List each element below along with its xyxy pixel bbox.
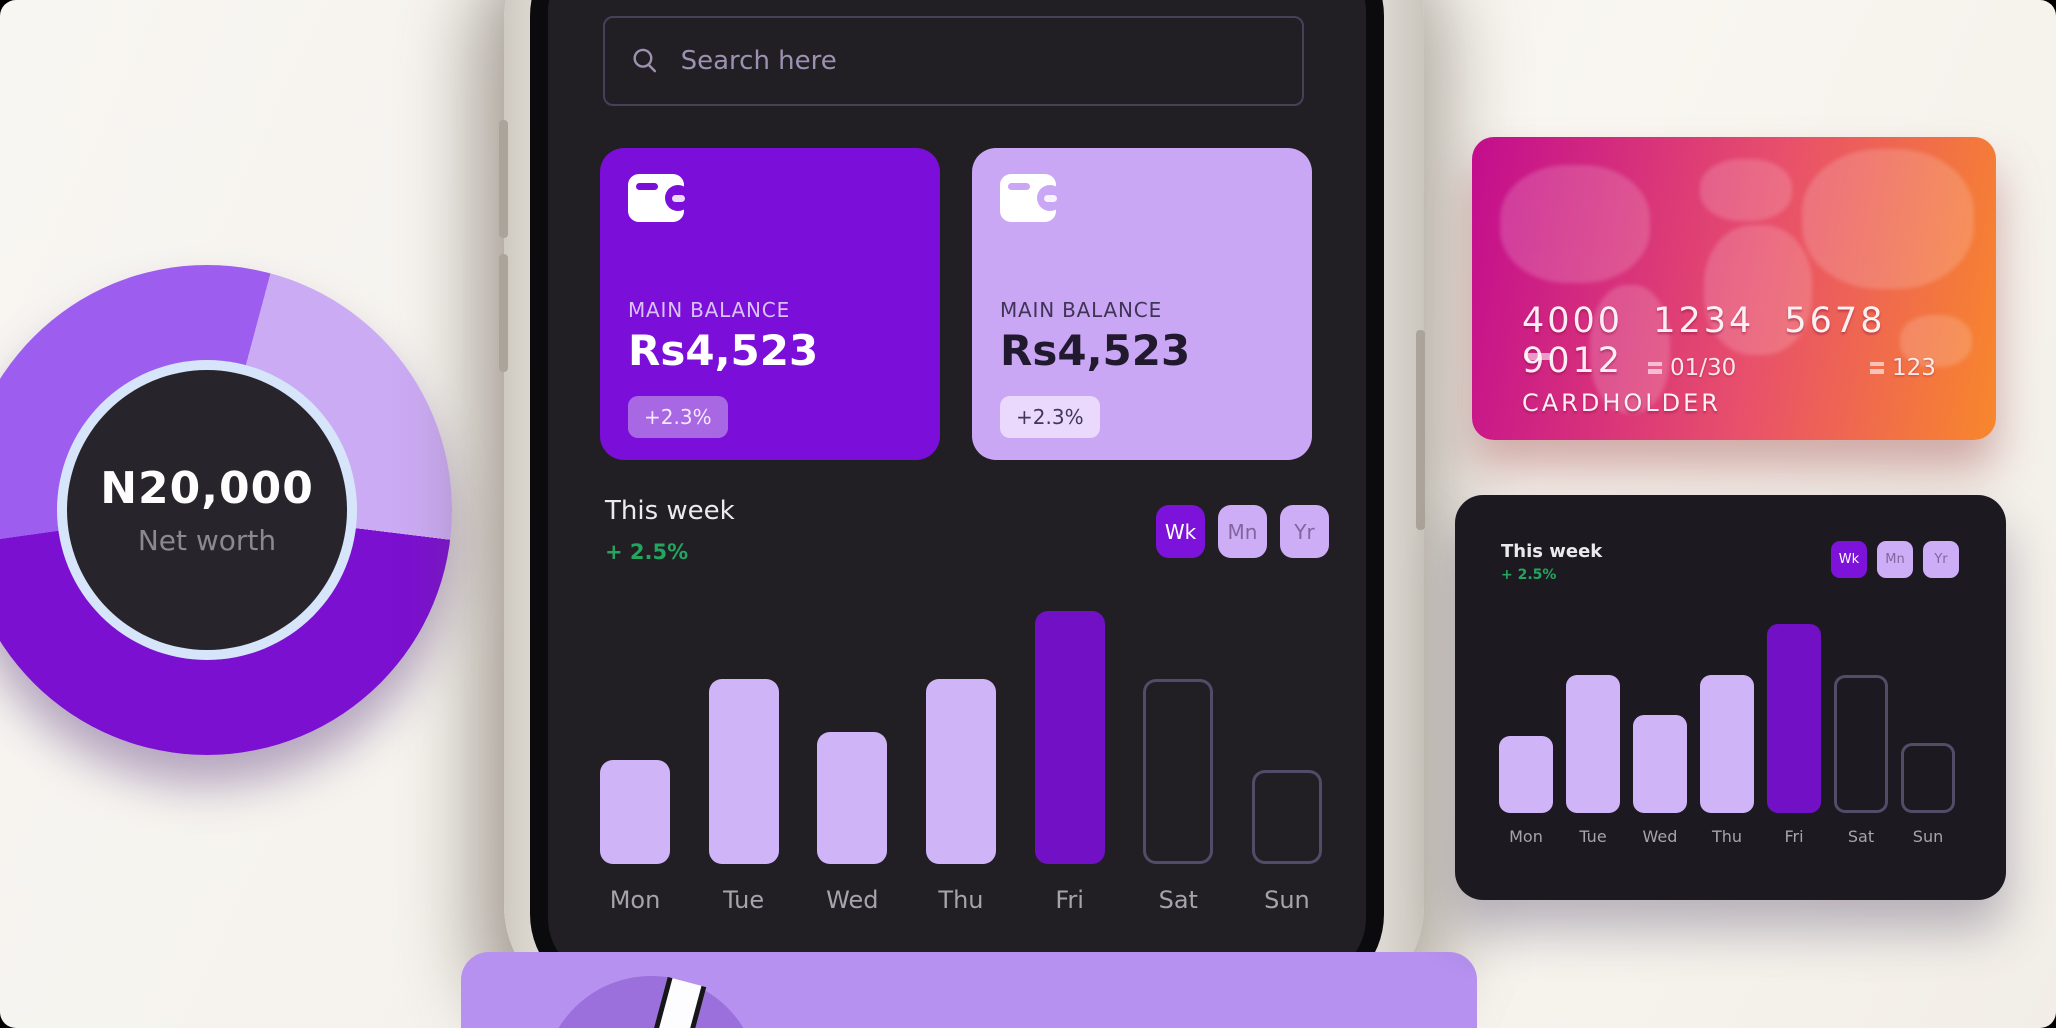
bar-label: Mon: [609, 886, 661, 914]
bottom-banner: [461, 952, 1477, 1028]
bar-column: Fri: [1767, 624, 1821, 846]
bar-column: Wed: [1633, 715, 1687, 846]
weekly-bar-chart: Mon Tue Wed Thu Fri Sat Sun: [600, 611, 1322, 914]
balance-label: MAIN BALANCE: [628, 298, 791, 322]
period-toggle-group: Wk Mn Yr: [1156, 505, 1329, 558]
widget-toggle-week[interactable]: Wk: [1831, 541, 1867, 578]
bar-label: Thu: [938, 886, 984, 914]
power-button: [1416, 330, 1425, 530]
bar-label: Wed: [1642, 827, 1678, 846]
main-balance-card-secondary[interactable]: MAIN BALANCE Rs4,523 +2.3%: [972, 148, 1312, 460]
card-micro-number-mark: [1524, 353, 1552, 360]
widget-title: This week: [1501, 541, 1603, 562]
bar-column: Fri: [1034, 611, 1105, 914]
toggle-year[interactable]: Yr: [1280, 505, 1329, 558]
bar-column: Sun: [1252, 770, 1322, 914]
card-expiry: 01/30: [1670, 355, 1737, 381]
bar-wed: [817, 732, 888, 864]
search-bar[interactable]: [603, 16, 1304, 106]
card-cvv: 123: [1892, 355, 1936, 381]
bar-column: Wed: [817, 732, 888, 914]
bar-label: Mon: [1509, 827, 1543, 846]
card-number: 4000 1234 5678 9012: [1522, 301, 1886, 381]
widget-toggle-month[interactable]: Mn: [1877, 541, 1913, 578]
bar-column: Thu: [1700, 675, 1754, 846]
widget-change-percent: + 2.5%: [1501, 567, 1557, 583]
wallet-icon: [1000, 174, 1063, 222]
bar-label: Sat: [1847, 827, 1875, 846]
bar-label: Sat: [1158, 886, 1198, 914]
donut-hole: N20,000 Net worth: [57, 360, 357, 660]
bar-column: Thu: [925, 679, 996, 914]
week-section-title: This week: [605, 496, 735, 526]
bar-label: Sun: [1912, 827, 1944, 846]
bar-thu: [925, 679, 996, 864]
bar-label: Sun: [1264, 886, 1310, 914]
world-map-decoration: [1590, 285, 1670, 413]
week-change-percent: + 2.5%: [605, 540, 689, 564]
net-worth-donut-chart: N20,000 Net worth: [0, 265, 452, 755]
bar-column: Tue: [708, 679, 779, 914]
bar-tue: [708, 679, 779, 864]
bar-fri: [1767, 624, 1821, 813]
bar-label: Tue: [1579, 827, 1607, 846]
bar-mon: [1499, 736, 1553, 813]
bar-mon: [600, 760, 670, 864]
main-balance-card-primary[interactable]: MAIN BALANCE Rs4,523 +2.3%: [600, 148, 940, 460]
bar-label: Tue: [723, 886, 765, 914]
net-worth-value: N20,000: [100, 463, 314, 514]
balance-change-badge: +2.3%: [628, 396, 728, 438]
bar-column: Sat: [1143, 679, 1213, 914]
bar-column: Sun: [1901, 743, 1955, 846]
valid-thru-mark: [1648, 362, 1662, 374]
bar-column: Mon: [600, 760, 670, 914]
bar-wed: [1633, 715, 1687, 813]
balance-change-badge: +2.3%: [1000, 396, 1100, 438]
balance-label: MAIN BALANCE: [1000, 298, 1163, 322]
donut-center: N20,000 Net worth: [67, 370, 347, 650]
wallet-icon: [628, 174, 691, 222]
bar-label: Thu: [1711, 827, 1743, 846]
bar-column: Sat: [1834, 675, 1888, 846]
bar-tue: [1566, 675, 1620, 813]
bar-label: Fri: [1784, 827, 1804, 846]
toggle-month[interactable]: Mn: [1218, 505, 1267, 558]
widget-weekly-bar-chart: Mon Tue Wed Thu Fri Sat Sun: [1499, 623, 1955, 846]
volume-down-button: [499, 254, 508, 372]
banner-logo-circle: [543, 976, 759, 1028]
balance-amount: Rs4,523: [1000, 326, 1191, 375]
search-icon: [633, 48, 657, 73]
cvv-mark: [1870, 362, 1884, 374]
world-map-decoration: [1900, 315, 1972, 367]
card-expiry-row: 01/30: [1648, 355, 1736, 381]
net-worth-label: Net worth: [137, 524, 277, 557]
world-map-decoration: [1704, 225, 1812, 355]
bar-fri: [1034, 611, 1105, 864]
world-map-decoration: [1500, 165, 1650, 283]
world-map-decoration: [1802, 149, 1974, 289]
search-input[interactable]: [678, 45, 1276, 77]
toggle-week[interactable]: Wk: [1156, 505, 1205, 558]
bar-sun: [1252, 770, 1322, 864]
bar-sat: [1834, 675, 1888, 813]
bar-thu: [1700, 675, 1754, 813]
widget-period-toggle-group: Wk Mn Yr: [1831, 541, 1959, 578]
bar-sun: [1901, 743, 1955, 813]
widget-toggle-year[interactable]: Yr: [1923, 541, 1959, 578]
bar-column: Mon: [1499, 736, 1553, 846]
bar-sat: [1143, 679, 1213, 864]
balance-amount: Rs4,523: [628, 326, 819, 375]
bar-label: Wed: [826, 886, 879, 914]
bar-label: Fri: [1055, 886, 1084, 914]
world-map-decoration: [1700, 159, 1792, 221]
card-cvv-row: 123: [1870, 355, 1936, 381]
bar-column: Tue: [1566, 675, 1620, 846]
card-holder-name: CARDHOLDER: [1522, 389, 1721, 417]
volume-up-button: [499, 120, 508, 238]
credit-card[interactable]: 4000 1234 5678 9012 01/30 123 CARDHOLDER: [1472, 137, 1996, 440]
